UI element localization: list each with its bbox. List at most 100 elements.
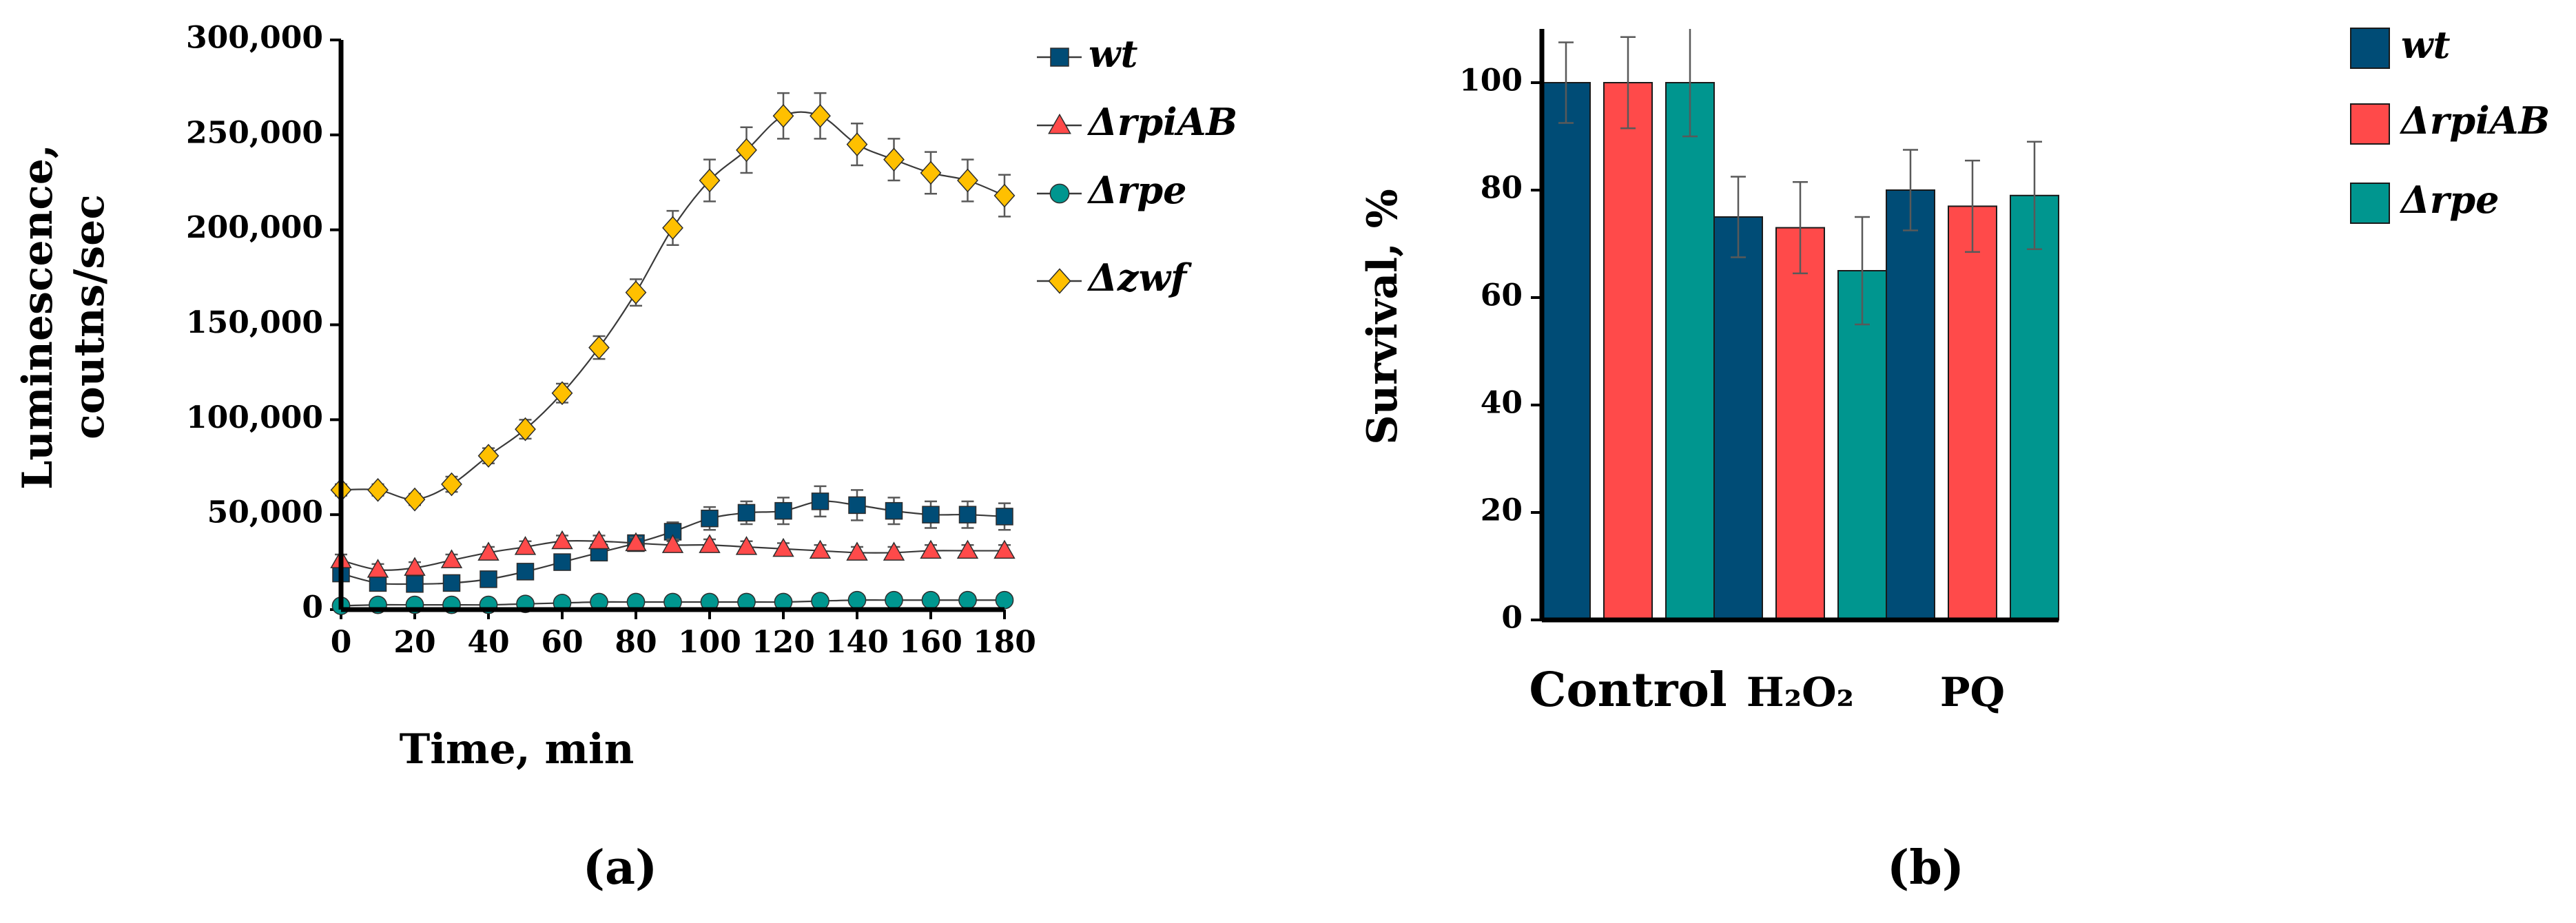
data-point-wt (885, 501, 903, 520)
data-point-rpe (885, 590, 903, 610)
data-point-rpe (847, 590, 867, 610)
data-point-wt (922, 506, 940, 523)
y-axis-label: Luminescence, coutns/sec (14, 144, 114, 490)
data-point-rpiAB (661, 534, 684, 553)
data-point-zwf (993, 183, 1016, 208)
data-point-rpiAB (809, 539, 832, 559)
legend-label: Δrpe (2399, 178, 2499, 222)
series-zwf (330, 92, 1016, 512)
bar-wt (1541, 82, 1591, 621)
bar-wt (1886, 189, 1935, 621)
data-series (330, 92, 1016, 615)
data-point-wt (848, 496, 866, 515)
legend: wt ΔrpiAB Δrpe (2350, 23, 2550, 224)
legend-marker (1050, 48, 1069, 67)
data-point-zwf (477, 444, 499, 468)
legend-label: Δrpe (1086, 168, 1186, 212)
data-point-zwf (515, 417, 536, 442)
legend-label: Δzwf (1086, 256, 1192, 300)
bar-rpiAB (1775, 227, 1825, 621)
bar-group (1886, 141, 2059, 621)
y-tick-label: 40 (1481, 386, 1523, 421)
data-point-rpiAB (514, 536, 537, 555)
data-point-rpiAB (367, 559, 389, 578)
y-tick-label: 300,000 (186, 21, 323, 56)
y-tick-label: 200,000 (186, 210, 323, 245)
legend-item-rpiAB: ΔrpiAB (2350, 98, 2550, 145)
data-point-wt (958, 506, 977, 523)
data-point-zwf (957, 168, 978, 193)
legend-item-rpe: Δrpe (1037, 168, 1186, 212)
y-tick-label: 250,000 (186, 115, 323, 150)
data-point-zwf (404, 487, 426, 512)
data-point-zwf (810, 103, 831, 128)
category-label: PQ (1940, 669, 2005, 716)
data-point-wt (553, 553, 571, 571)
y-axis-ticks: 0 20 40 60 80 100 (1459, 63, 1542, 636)
data-point-wt (516, 563, 535, 581)
data-point-zwf (846, 132, 868, 156)
data-point-zwf (772, 103, 794, 128)
legend-item-wt: wt (1037, 32, 1137, 76)
y-tick-label: 50,000 (207, 495, 323, 530)
x-axis-ticks: 0 20 40 60 80 100 120 140 160 180 (331, 610, 1036, 660)
data-point-rpiAB (883, 541, 905, 561)
panel-label-b: (b) (1887, 840, 1964, 895)
bars (1541, 29, 2059, 621)
data-point-rpe (995, 590, 1014, 610)
category-labels: Control H₂O₂ PQ (1529, 663, 2005, 718)
legend-item-rpe: Δrpe (2350, 178, 2499, 224)
x-tick-label: 60 (541, 625, 583, 660)
x-tick-label: 140 (825, 625, 889, 660)
x-tick-label: 180 (973, 625, 1036, 660)
data-point-zwf (662, 216, 683, 240)
data-point-rpiAB (735, 536, 758, 555)
panel-a: Luminescence, coutns/sec 0 50,000 100,000 1… (14, 21, 1237, 896)
data-point-rpe (921, 590, 940, 610)
legend-marker (1049, 183, 1070, 204)
y-tick-label: 100 (1459, 63, 1523, 98)
legend-marker (1048, 113, 1071, 134)
y-tick-label: 150,000 (186, 305, 323, 340)
legend-label: wt (2401, 23, 2450, 67)
data-point-wt (442, 574, 461, 592)
x-tick-label: 120 (752, 625, 815, 660)
data-point-rpiAB (920, 539, 942, 559)
legend-item-rpiAB: ΔrpiAB (1037, 100, 1237, 144)
data-point-wt (811, 492, 830, 510)
data-point-wt (480, 570, 497, 588)
data-point-wt (774, 501, 792, 520)
data-point-wt (737, 504, 756, 522)
data-point-rpiAB (846, 541, 868, 561)
data-point-rpe (958, 590, 977, 610)
panel-label-a: (a) (583, 840, 657, 895)
data-point-rpiAB (699, 534, 721, 553)
data-point-zwf (367, 478, 389, 502)
data-point-rpe (811, 592, 830, 610)
legend-label: wt (1089, 32, 1137, 76)
y-tick-label: 100,000 (186, 400, 323, 435)
legend-swatch (2350, 28, 2390, 69)
data-point-rpiAB (404, 557, 426, 576)
legend-swatch (2350, 183, 2390, 224)
category-label: H₂O₂ (1746, 669, 1854, 716)
data-point-rpiAB (625, 532, 647, 552)
legend-marker (1048, 268, 1071, 294)
y-tick-label: 0 (1501, 601, 1523, 636)
bar-rpiAB (1948, 205, 1997, 621)
data-point-zwf (588, 335, 610, 360)
data-point-wt (701, 509, 719, 528)
data-point-zwf (883, 147, 905, 172)
y-tick-label: 0 (302, 590, 323, 625)
data-point-zwf (699, 168, 721, 193)
data-point-rpiAB (551, 530, 573, 550)
legend-label: ΔrpiAB (2399, 98, 2550, 143)
x-tick-label: 20 (393, 625, 435, 660)
x-tick-label: 0 (331, 625, 352, 660)
y-axis-ticks: 0 50,000 100,000 150,000 200,000 250,000 300,0… (186, 21, 341, 625)
panel-b: Survival, % 0 20 40 60 80 100 Control H₂O₂ PQ w… (1359, 23, 2550, 895)
legend-item-zwf: Δzwf (1037, 256, 1192, 300)
series-line (340, 111, 1005, 501)
data-point-zwf (441, 472, 462, 497)
